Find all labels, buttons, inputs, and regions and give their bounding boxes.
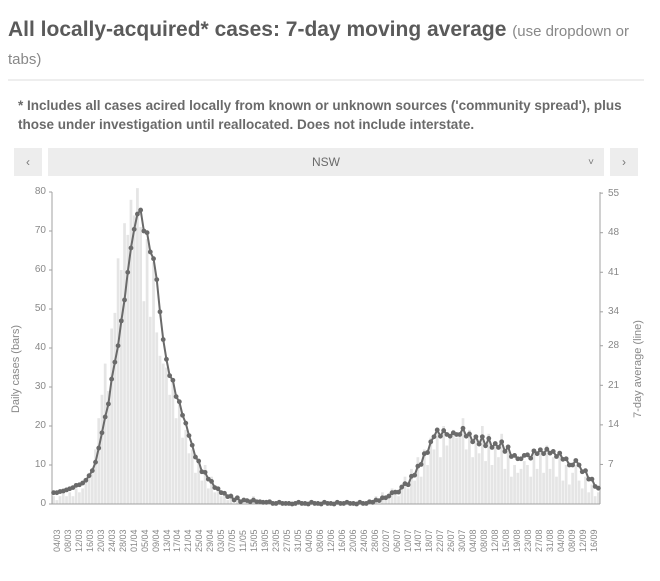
x-tick: 26/07 xyxy=(446,506,457,554)
x-tick: 12/09 xyxy=(578,506,589,554)
x-tick: 14/07 xyxy=(413,506,424,554)
y-right-tick: 48 xyxy=(608,227,626,238)
next-region-button[interactable]: › xyxy=(610,148,638,176)
x-tick: 11/05 xyxy=(238,506,249,554)
x-tick: 16/03 xyxy=(85,506,96,554)
x-tick: 09/04 xyxy=(151,506,162,554)
x-tick: 22/07 xyxy=(435,506,446,554)
x-axis-ticks: 04/0308/0312/0316/0320/0324/0328/0301/04… xyxy=(52,506,600,554)
y-right-tick: 7 xyxy=(608,459,626,470)
footnote: * Includes all cases acired locally from… xyxy=(18,97,634,135)
y-left-tick: 60 xyxy=(28,264,46,275)
x-tick: 10/07 xyxy=(403,506,414,554)
y-right-tick: 41 xyxy=(608,267,626,278)
x-tick: 12/06 xyxy=(326,506,337,554)
region-dropdown[interactable]: NSW ˅ xyxy=(48,148,604,176)
x-tick: 18/07 xyxy=(424,506,435,554)
x-tick: 23/05 xyxy=(271,506,282,554)
y-left-tick: 50 xyxy=(28,303,46,314)
x-tick: 24/03 xyxy=(107,506,118,554)
y-right-axis-label: 7-day average (line) xyxy=(632,321,644,419)
x-tick: 13/04 xyxy=(162,506,173,554)
x-tick: 29/04 xyxy=(205,506,216,554)
title-main: All locally-acquired* cases: 7-day movin… xyxy=(8,18,506,41)
x-tick: 12/08 xyxy=(490,506,501,554)
x-tick: 28/06 xyxy=(370,506,381,554)
y-left-tick: 10 xyxy=(28,459,46,470)
region-selected-label: NSW xyxy=(312,155,340,169)
x-tick: 17/04 xyxy=(172,506,183,554)
x-tick: 05/04 xyxy=(140,506,151,554)
y-right-tick: 14 xyxy=(608,419,626,430)
x-tick: 21/04 xyxy=(183,506,194,554)
y-left-tick: 20 xyxy=(28,420,46,431)
y-left-tick: 70 xyxy=(28,225,46,236)
y-left-tick: 40 xyxy=(28,342,46,353)
x-tick: 27/05 xyxy=(282,506,293,554)
x-tick: 04/03 xyxy=(52,506,63,554)
x-tick: 04/08 xyxy=(468,506,479,554)
x-tick: 06/07 xyxy=(392,506,403,554)
x-tick: 08/06 xyxy=(315,506,326,554)
y-right-tick: 21 xyxy=(608,380,626,391)
x-tick: 04/09 xyxy=(556,506,567,554)
x-tick: 08/03 xyxy=(63,506,74,554)
x-tick: 07/05 xyxy=(227,506,238,554)
cases-chart: Daily cases (bars) 7-day average (line) … xyxy=(14,184,638,554)
x-tick: 24/06 xyxy=(359,506,370,554)
x-tick: 31/05 xyxy=(293,506,304,554)
x-tick: 30/07 xyxy=(457,506,468,554)
chevron-down-icon: ˅ xyxy=(588,157,594,168)
y-left-tick: 0 xyxy=(28,498,46,509)
x-tick: 16/09 xyxy=(589,506,600,554)
y-left-tick: 30 xyxy=(28,381,46,392)
y-right-tick: 34 xyxy=(608,306,626,317)
x-tick: 15/05 xyxy=(249,506,260,554)
x-tick: 12/03 xyxy=(74,506,85,554)
x-tick: 08/08 xyxy=(479,506,490,554)
x-tick: 16/06 xyxy=(337,506,348,554)
title-separator xyxy=(8,79,644,81)
x-tick: 23/08 xyxy=(523,506,534,554)
x-tick: 28/03 xyxy=(118,506,129,554)
y-left-tick: 80 xyxy=(28,186,46,197)
chart-svg xyxy=(14,184,638,554)
region-controls: ‹ NSW ˅ › xyxy=(14,148,638,176)
x-tick: 20/06 xyxy=(348,506,359,554)
x-tick: 02/07 xyxy=(381,506,392,554)
x-tick: 19/05 xyxy=(260,506,271,554)
x-tick: 15/08 xyxy=(501,506,512,554)
x-tick: 01/04 xyxy=(129,506,140,554)
y-right-tick: 55 xyxy=(608,188,626,199)
x-tick: 19/08 xyxy=(512,506,523,554)
x-tick: 31/08 xyxy=(545,506,556,554)
y-left-axis-label: Daily cases (bars) xyxy=(10,325,22,413)
y-right-tick: 28 xyxy=(608,340,626,351)
page-title: All locally-acquired* cases: 7-day movin… xyxy=(8,16,644,73)
x-tick: 27/08 xyxy=(534,506,545,554)
x-tick: 04/06 xyxy=(304,506,315,554)
x-tick: 20/03 xyxy=(96,506,107,554)
x-tick: 08/09 xyxy=(567,506,578,554)
prev-region-button[interactable]: ‹ xyxy=(14,148,42,176)
x-tick: 03/05 xyxy=(216,506,227,554)
x-tick: 25/04 xyxy=(194,506,205,554)
